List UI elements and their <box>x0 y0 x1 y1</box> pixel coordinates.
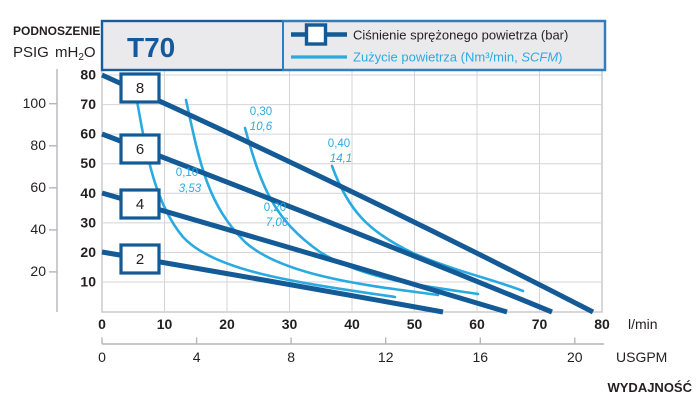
legend-box <box>282 20 606 71</box>
lmin-tick-label: 50 <box>407 316 423 332</box>
mh2o-tick-label: 60 <box>80 126 96 142</box>
legend-air-label-suffix: ) <box>558 50 562 65</box>
pressure-box-6-label: 6 <box>136 141 144 158</box>
air-label-0-20-scfm: 7,06 <box>266 217 289 229</box>
mh2o-tick-label: 80 <box>80 67 96 83</box>
header-legend-box: T70 Ciśnienie sprężonego powietrza (bar)… <box>100 19 607 72</box>
y-axis-header: PODNOSZENIE PSIG mH2O <box>13 24 100 63</box>
psig-axis: 100 80 60 40 20 <box>23 69 58 312</box>
lmin-tick-label: 10 <box>157 316 173 332</box>
lmin-tick-label: 0 <box>98 316 106 332</box>
mh2o-unit-prefix: mH <box>55 44 78 61</box>
usgpm-tick-label: 8 <box>287 349 295 365</box>
lmin-tick-label: 80 <box>594 316 610 332</box>
air-label-0-10-scfm: 3,53 <box>179 183 202 195</box>
lmin-tick-label: 60 <box>469 316 485 332</box>
usgpm-tick-label: 0 <box>98 349 106 365</box>
pressure-box-4 <box>119 188 161 220</box>
mh2o-unit-label: mH2O <box>55 44 96 63</box>
psig-tick-label: 60 <box>30 179 46 195</box>
mh2o-axis: 80 70 60 50 40 30 20 10 <box>80 67 96 290</box>
pressure-curve-6bar <box>101 131 553 315</box>
air-curve-labels: 0,10 3,53 0,20 7,06 0,30 10,6 0,40 14,1 <box>176 106 352 229</box>
usgpm-axis: 0 4 8 12 16 20 USGPM <box>98 337 667 365</box>
psig-tick-label: 80 <box>30 137 46 153</box>
air-label-0-30-scfm: 10,6 <box>250 121 273 133</box>
lmin-unit-label: l/min <box>628 316 658 332</box>
air-label-0-20-nm3: 0,20 <box>264 202 286 214</box>
air-label-0-40-nm3: 0,40 <box>328 138 350 150</box>
legend-air-label-prefix: Zużycie powietrza (Nm³/min, <box>353 50 521 65</box>
lmin-tick-label: 70 <box>532 316 548 332</box>
air-label-0-30-nm3: 0,30 <box>250 106 272 118</box>
pressure-curve-8bar <box>100 72 595 315</box>
legend-pressure-label: Ciśnienie sprężonego powietrza (bar) <box>353 28 568 43</box>
legend-air-label-scfm: SCFM <box>521 50 558 65</box>
mh2o-tick-label: 40 <box>80 185 96 201</box>
air-label-0-10-nm3: 0,10 <box>176 167 198 179</box>
mh2o-tick-label: 10 <box>80 274 96 290</box>
pressure-box-2 <box>119 243 161 275</box>
mh2o-unit-subscript: 2 <box>78 52 84 63</box>
psig-tick-label: 20 <box>30 263 46 279</box>
usgpm-tick-label: 12 <box>378 349 394 365</box>
pressure-box-4-label: 4 <box>136 196 144 213</box>
lmin-tick-label: 20 <box>219 316 235 332</box>
usgpm-tick-label: 4 <box>193 349 201 365</box>
air-label-0-40-scfm: 14,1 <box>330 153 352 165</box>
pressure-box-8-label: 8 <box>136 80 144 97</box>
usgpm-unit-label: USGPM <box>616 349 667 365</box>
usgpm-tick-label: 20 <box>567 349 583 365</box>
usgpm-tick-label: 16 <box>473 349 489 365</box>
legend-air-label: Zużycie powietrza (Nm³/min, SCFM) <box>353 50 563 65</box>
psig-tick-label: 40 <box>30 221 46 237</box>
pressure-box-2-label: 2 <box>136 251 144 268</box>
x-axis-title: WYDAJNOŚĆ <box>607 380 692 395</box>
psig-tick-label: 100 <box>23 95 47 111</box>
lmin-axis: 0 10 20 30 40 50 60 70 80 l/min <box>98 316 657 332</box>
mh2o-tick-label: 30 <box>80 214 96 230</box>
pressure-box-6 <box>119 133 161 165</box>
gridlines-horizontal <box>102 74 602 283</box>
mh2o-tick-label: 50 <box>80 155 96 171</box>
y-axis-title: PODNOSZENIE <box>13 24 100 38</box>
lmin-tick-label: 30 <box>282 316 298 332</box>
psig-unit-label: PSIG <box>13 44 49 61</box>
model-title: T70 <box>127 32 175 63</box>
mh2o-tick-label: 20 <box>80 244 96 260</box>
air-curve-0-20 <box>184 98 440 297</box>
mh2o-tick-label: 70 <box>80 96 96 112</box>
pressure-box-8 <box>119 72 161 104</box>
lmin-tick-label: 40 <box>344 316 360 332</box>
mh2o-unit-suffix: O <box>84 44 96 61</box>
pressure-curve-markers: 8 6 4 2 <box>119 72 161 275</box>
legend-pressure-marker-icon <box>304 23 328 46</box>
